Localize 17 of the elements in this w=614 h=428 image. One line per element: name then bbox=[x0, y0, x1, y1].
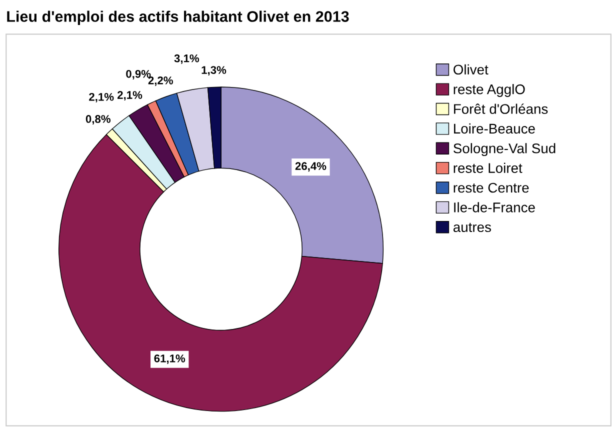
legend-label: reste AgglO bbox=[454, 84, 525, 97]
legend-label: Olivet bbox=[454, 64, 488, 75]
legend-label: reste Centre bbox=[454, 182, 529, 193]
legend-label: Forêt d'Orléans bbox=[454, 104, 548, 114]
data-label: 61,1% bbox=[154, 354, 186, 364]
legend-label: Loire-Beauce bbox=[454, 123, 535, 134]
chart-title: Lieu d'emploi des actifs habitant Olivet en 2013 bbox=[7, 10, 349, 25]
data-label: 3,1% bbox=[174, 54, 200, 64]
legend-label: autres bbox=[453, 222, 491, 232]
data-label: 1,3% bbox=[202, 66, 226, 76]
data-label: 26,4% bbox=[295, 162, 326, 172]
legend-label: Sologne-Val Sud bbox=[454, 143, 556, 156]
data-label: 0,8% bbox=[86, 115, 110, 125]
data-label: 2,1% bbox=[89, 92, 114, 102]
legend-label: reste Loiret bbox=[454, 162, 522, 173]
legend-label: Ile-de-France bbox=[454, 202, 535, 212]
data-label: 2,1% bbox=[117, 91, 142, 101]
